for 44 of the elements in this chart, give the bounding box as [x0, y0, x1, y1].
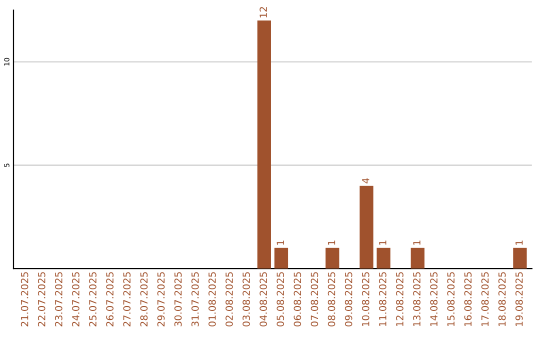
x-tick-label: 21.07.2025 — [20, 272, 28, 326]
x-tick-label: 04.08.2025 — [260, 272, 267, 326]
x-tick-label: 06.08.2025 — [294, 272, 302, 326]
data-label: 1 — [516, 240, 523, 245]
x-tick-label: 12.08.2025 — [396, 272, 404, 326]
bar — [274, 248, 288, 269]
x-tick-label: 10.08.2025 — [362, 272, 370, 326]
x-tick-label: 03.08.2025 — [242, 272, 250, 326]
data-label: 4 — [362, 178, 370, 184]
x-tick-label: 25.07.2025 — [89, 272, 96, 326]
x-tick-label: 27.07.2025 — [123, 272, 131, 326]
x-tick-label: 24.07.2025 — [72, 272, 80, 326]
x-tick-label: 22.07.2025 — [38, 272, 46, 326]
bar — [360, 186, 374, 269]
data-label: 1 — [328, 240, 336, 245]
data-label: 12 — [260, 7, 267, 18]
x-tick-label: 29.07.2025 — [157, 272, 165, 326]
x-tick-label: 13.08.2025 — [413, 272, 420, 326]
x-tick-label: 31.07.2025 — [191, 272, 199, 326]
x-tick-label: 19.08.2025 — [515, 272, 523, 326]
x-tick-label: 23.07.2025 — [55, 272, 62, 326]
bar — [410, 248, 424, 269]
x-tick-label: 01.08.2025 — [208, 272, 216, 326]
x-tick-label: 18.08.2025 — [498, 272, 506, 326]
x-tick-label: 14.08.2025 — [430, 272, 438, 326]
data-label: 1 — [379, 240, 386, 245]
bar — [376, 248, 390, 269]
x-tick-label: 05.08.2025 — [276, 272, 284, 326]
bar — [257, 20, 271, 269]
x-tick-label: 11.08.2025 — [379, 272, 386, 326]
x-tick-label: 16.08.2025 — [464, 272, 472, 326]
x-tick-label: 15.08.2025 — [447, 272, 455, 326]
x-tick-label: 08.08.2025 — [328, 272, 336, 326]
bar — [513, 248, 527, 269]
x-tick-label: 09.08.2025 — [344, 272, 352, 326]
x-tick-label: 28.07.2025 — [140, 272, 148, 326]
x-tick-label: 07.08.2025 — [310, 272, 318, 326]
x-tick-label: 26.07.2025 — [106, 272, 114, 326]
x-tick-label: 30.07.2025 — [174, 272, 182, 326]
data-label: 1 — [276, 240, 284, 245]
x-tick-label: 17.08.2025 — [481, 272, 489, 326]
data-label: 1 — [413, 240, 420, 245]
bar — [326, 248, 340, 269]
x-tick-label: 02.08.2025 — [226, 272, 233, 326]
